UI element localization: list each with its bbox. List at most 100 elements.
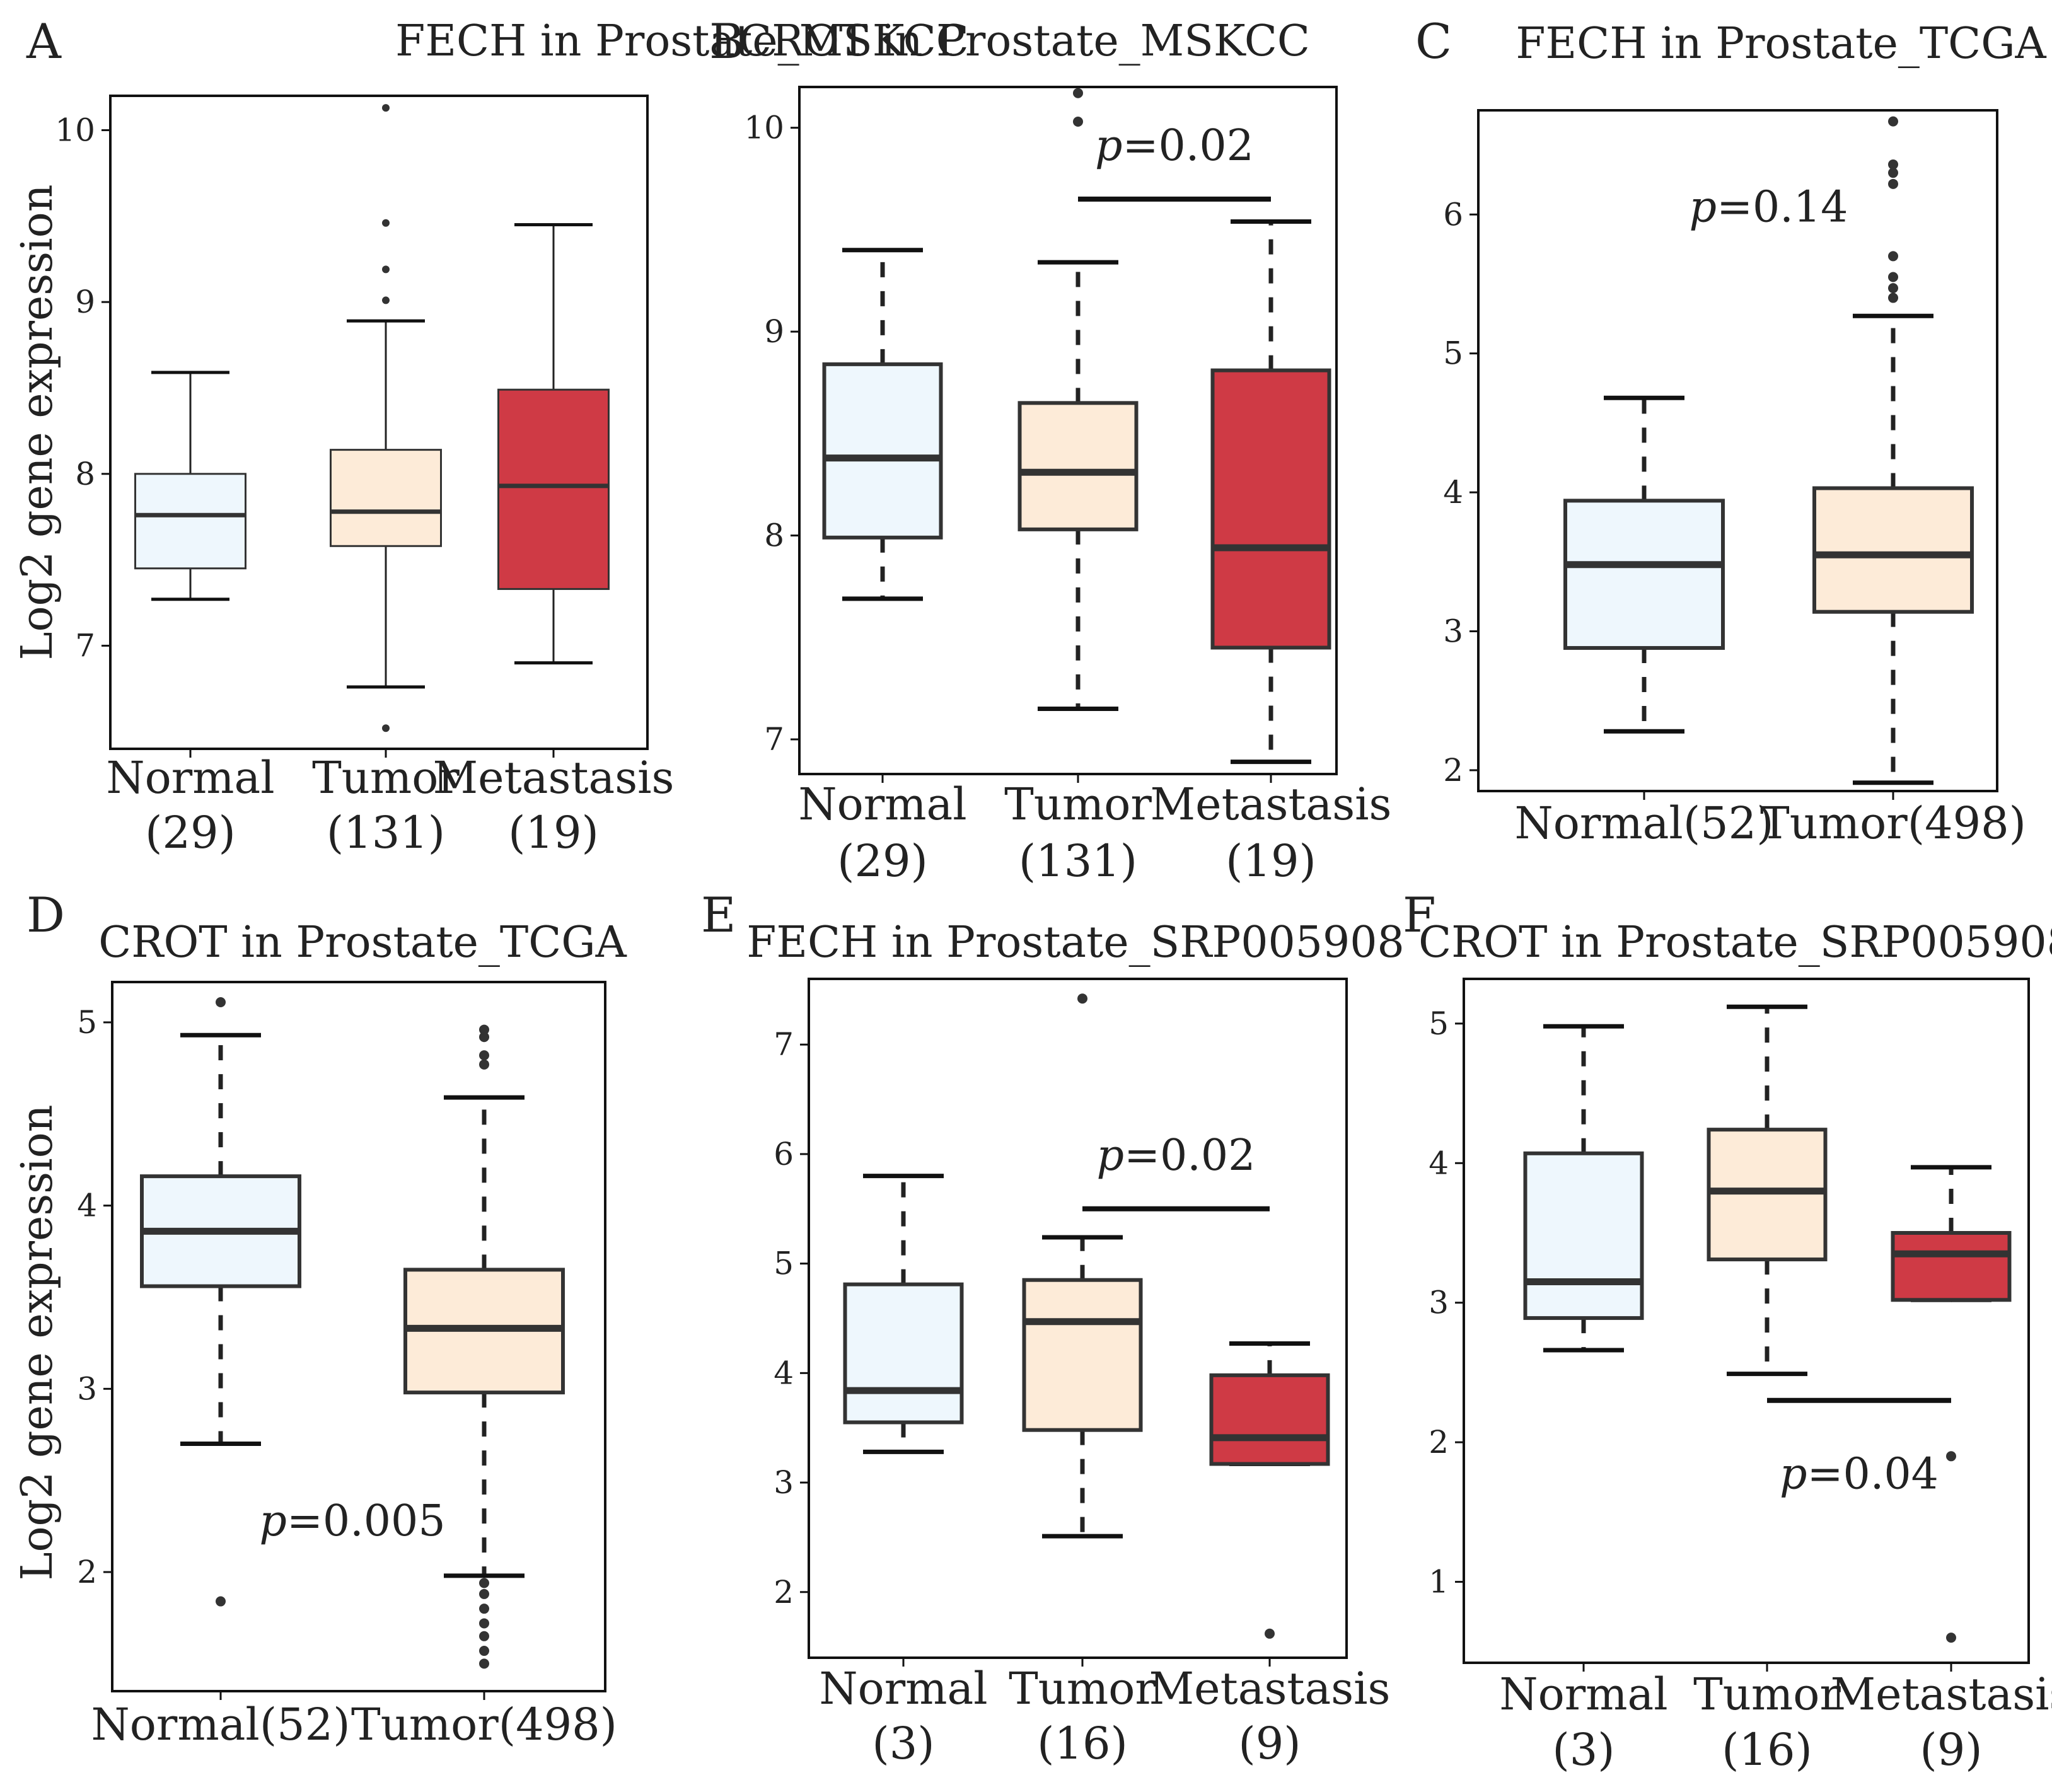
outlier-point xyxy=(479,1578,489,1588)
p-value-label: p=0.04 xyxy=(1780,1450,1939,1500)
y-tick-label: 5 xyxy=(1443,335,1463,372)
p-italic: p xyxy=(259,1496,287,1546)
x-category-n: (16) xyxy=(1722,1724,1812,1776)
panel-d: D CROT in Prostate_TCGA Log2 gene expressi… xyxy=(13,887,627,1750)
p-value: =0.02 xyxy=(1124,1131,1255,1181)
outlier-point xyxy=(1073,88,1083,98)
outlier-point xyxy=(1888,159,1898,170)
box-group-1: Normal(3) xyxy=(1499,1024,1668,1776)
y-tick-label: 5 xyxy=(77,1004,97,1041)
x-category-label: Metastasis xyxy=(1149,1663,1391,1714)
box-iqr xyxy=(1891,1231,2012,1302)
outlier-point xyxy=(382,724,390,732)
panel-letter: D xyxy=(26,887,65,943)
chart-title: CROT in Prostate_SRP005908 xyxy=(1418,918,2052,968)
y-tick-label: 8 xyxy=(764,517,784,554)
p-italic: p xyxy=(1097,1131,1125,1181)
x-category-n: (9) xyxy=(1920,1724,1982,1776)
box-group-2: Tumor(498) xyxy=(351,1024,617,1750)
outlier-point xyxy=(1888,272,1898,282)
p-value-label: p=0.005 xyxy=(259,1496,445,1546)
box-group-1: Normal(52) xyxy=(91,997,351,1750)
box-iqr xyxy=(1210,368,1331,650)
chart-title: FECH in Prostate_MSKCC xyxy=(395,16,969,66)
box-iqr xyxy=(1017,401,1139,531)
x-category-label: Tumor xyxy=(312,752,460,804)
plot-frame xyxy=(1463,978,2030,1664)
box-group-2: Tumor(16) xyxy=(1693,1004,1841,1776)
x-category-label: Tumor xyxy=(1693,1668,1841,1720)
p-italic: p xyxy=(1780,1450,1807,1500)
box-iqr xyxy=(843,1282,964,1425)
outlier-point xyxy=(479,1604,489,1614)
x-category-n: (131) xyxy=(327,807,445,858)
p-value-label: p=0.02 xyxy=(1097,1131,1256,1181)
outlier-point xyxy=(479,1658,489,1669)
y-tick-label: 4 xyxy=(77,1188,97,1224)
y-tick-label: 7 xyxy=(774,1026,794,1063)
y-tick-label: 5 xyxy=(774,1246,794,1282)
y-tick-label: 4 xyxy=(774,1355,794,1391)
x-category-label: Tumor(498) xyxy=(351,1699,617,1750)
x-category-label: Normal xyxy=(1499,1668,1667,1720)
y-tick-label: 6 xyxy=(774,1136,794,1172)
plot-frame xyxy=(111,981,606,1692)
y-tick-label: 10 xyxy=(744,110,784,146)
box-group-3: Metastasis(9) xyxy=(1831,1165,2052,1776)
y-tick-label: 7 xyxy=(764,721,784,758)
box-group-2: Tumor(131) xyxy=(312,104,460,858)
panel-a: A FECH in Prostate_MSKCC Log2 gene express… xyxy=(13,13,969,858)
outlier-point xyxy=(479,1024,489,1035)
box-iqr xyxy=(1209,1373,1330,1466)
y-tick-label: 4 xyxy=(1429,1145,1449,1181)
outlier-point xyxy=(479,1059,489,1070)
outlier-point xyxy=(1888,116,1898,127)
panel-e: E FECH in Prostate_SRP005908234567Normal(… xyxy=(701,887,1405,1769)
y-axis-label: Log2 gene expression xyxy=(13,184,62,660)
x-category-label: Tumor xyxy=(1004,778,1152,830)
outlier-point xyxy=(216,1596,226,1607)
chart-title: FECH in Prostate_TCGA xyxy=(1516,19,2046,69)
x-category-label: Metastasis xyxy=(1831,1668,2052,1720)
x-category-label: Tumor xyxy=(1009,1663,1156,1714)
y-axis-label: Log2 gene expression xyxy=(13,1104,62,1580)
panel-letter: E xyxy=(701,887,736,943)
box-iqr xyxy=(1812,486,1974,614)
box-group-2: Tumor(498) xyxy=(1760,116,2026,849)
y-tick-label: 4 xyxy=(1443,474,1463,511)
outlier-point xyxy=(479,1032,489,1043)
x-category-n: (3) xyxy=(1552,1724,1614,1776)
outlier-point xyxy=(479,1646,489,1656)
outlier-point xyxy=(382,296,390,304)
x-category-n: (29) xyxy=(837,835,928,887)
box-iqr xyxy=(134,473,246,570)
y-tick-label: 9 xyxy=(75,284,95,320)
x-category-label: Normal xyxy=(798,778,966,830)
outlier-point xyxy=(1888,168,1898,178)
y-tick-label: 3 xyxy=(774,1464,794,1501)
y-tick-label: 2 xyxy=(1429,1424,1449,1460)
p-value: =0.14 xyxy=(1717,182,1848,232)
box-group-3: Metastasis(19) xyxy=(1151,219,1391,887)
outlier-point xyxy=(1946,1633,1956,1643)
x-category-n: (3) xyxy=(872,1718,934,1769)
p-italic: p xyxy=(1095,121,1123,171)
box-group-1: Normal(3) xyxy=(819,1174,988,1769)
y-tick-label: 3 xyxy=(1443,613,1463,650)
x-category-label: Normal(52) xyxy=(1514,797,1773,849)
panel-letter: C xyxy=(1415,13,1452,69)
p-value: =0.02 xyxy=(1123,121,1254,171)
outlier-point xyxy=(382,219,390,227)
chart-title: CROT in Prostate_MSKCC xyxy=(739,16,1310,66)
y-tick-label: 2 xyxy=(774,1574,794,1610)
panel-c: C FECH in Prostate_TCGA 2 3 4 5 6 Normal(52)Tum… xyxy=(1415,13,2047,849)
y-tick-label: 3 xyxy=(1429,1285,1449,1321)
p-value-label: p=0.14 xyxy=(1690,182,1848,232)
box-group-1: Normal(29) xyxy=(106,371,275,858)
panel-letter: B xyxy=(709,13,745,69)
x-category-n: (19) xyxy=(1226,835,1316,887)
box-group-2: Tumor(16) xyxy=(1009,993,1156,1769)
